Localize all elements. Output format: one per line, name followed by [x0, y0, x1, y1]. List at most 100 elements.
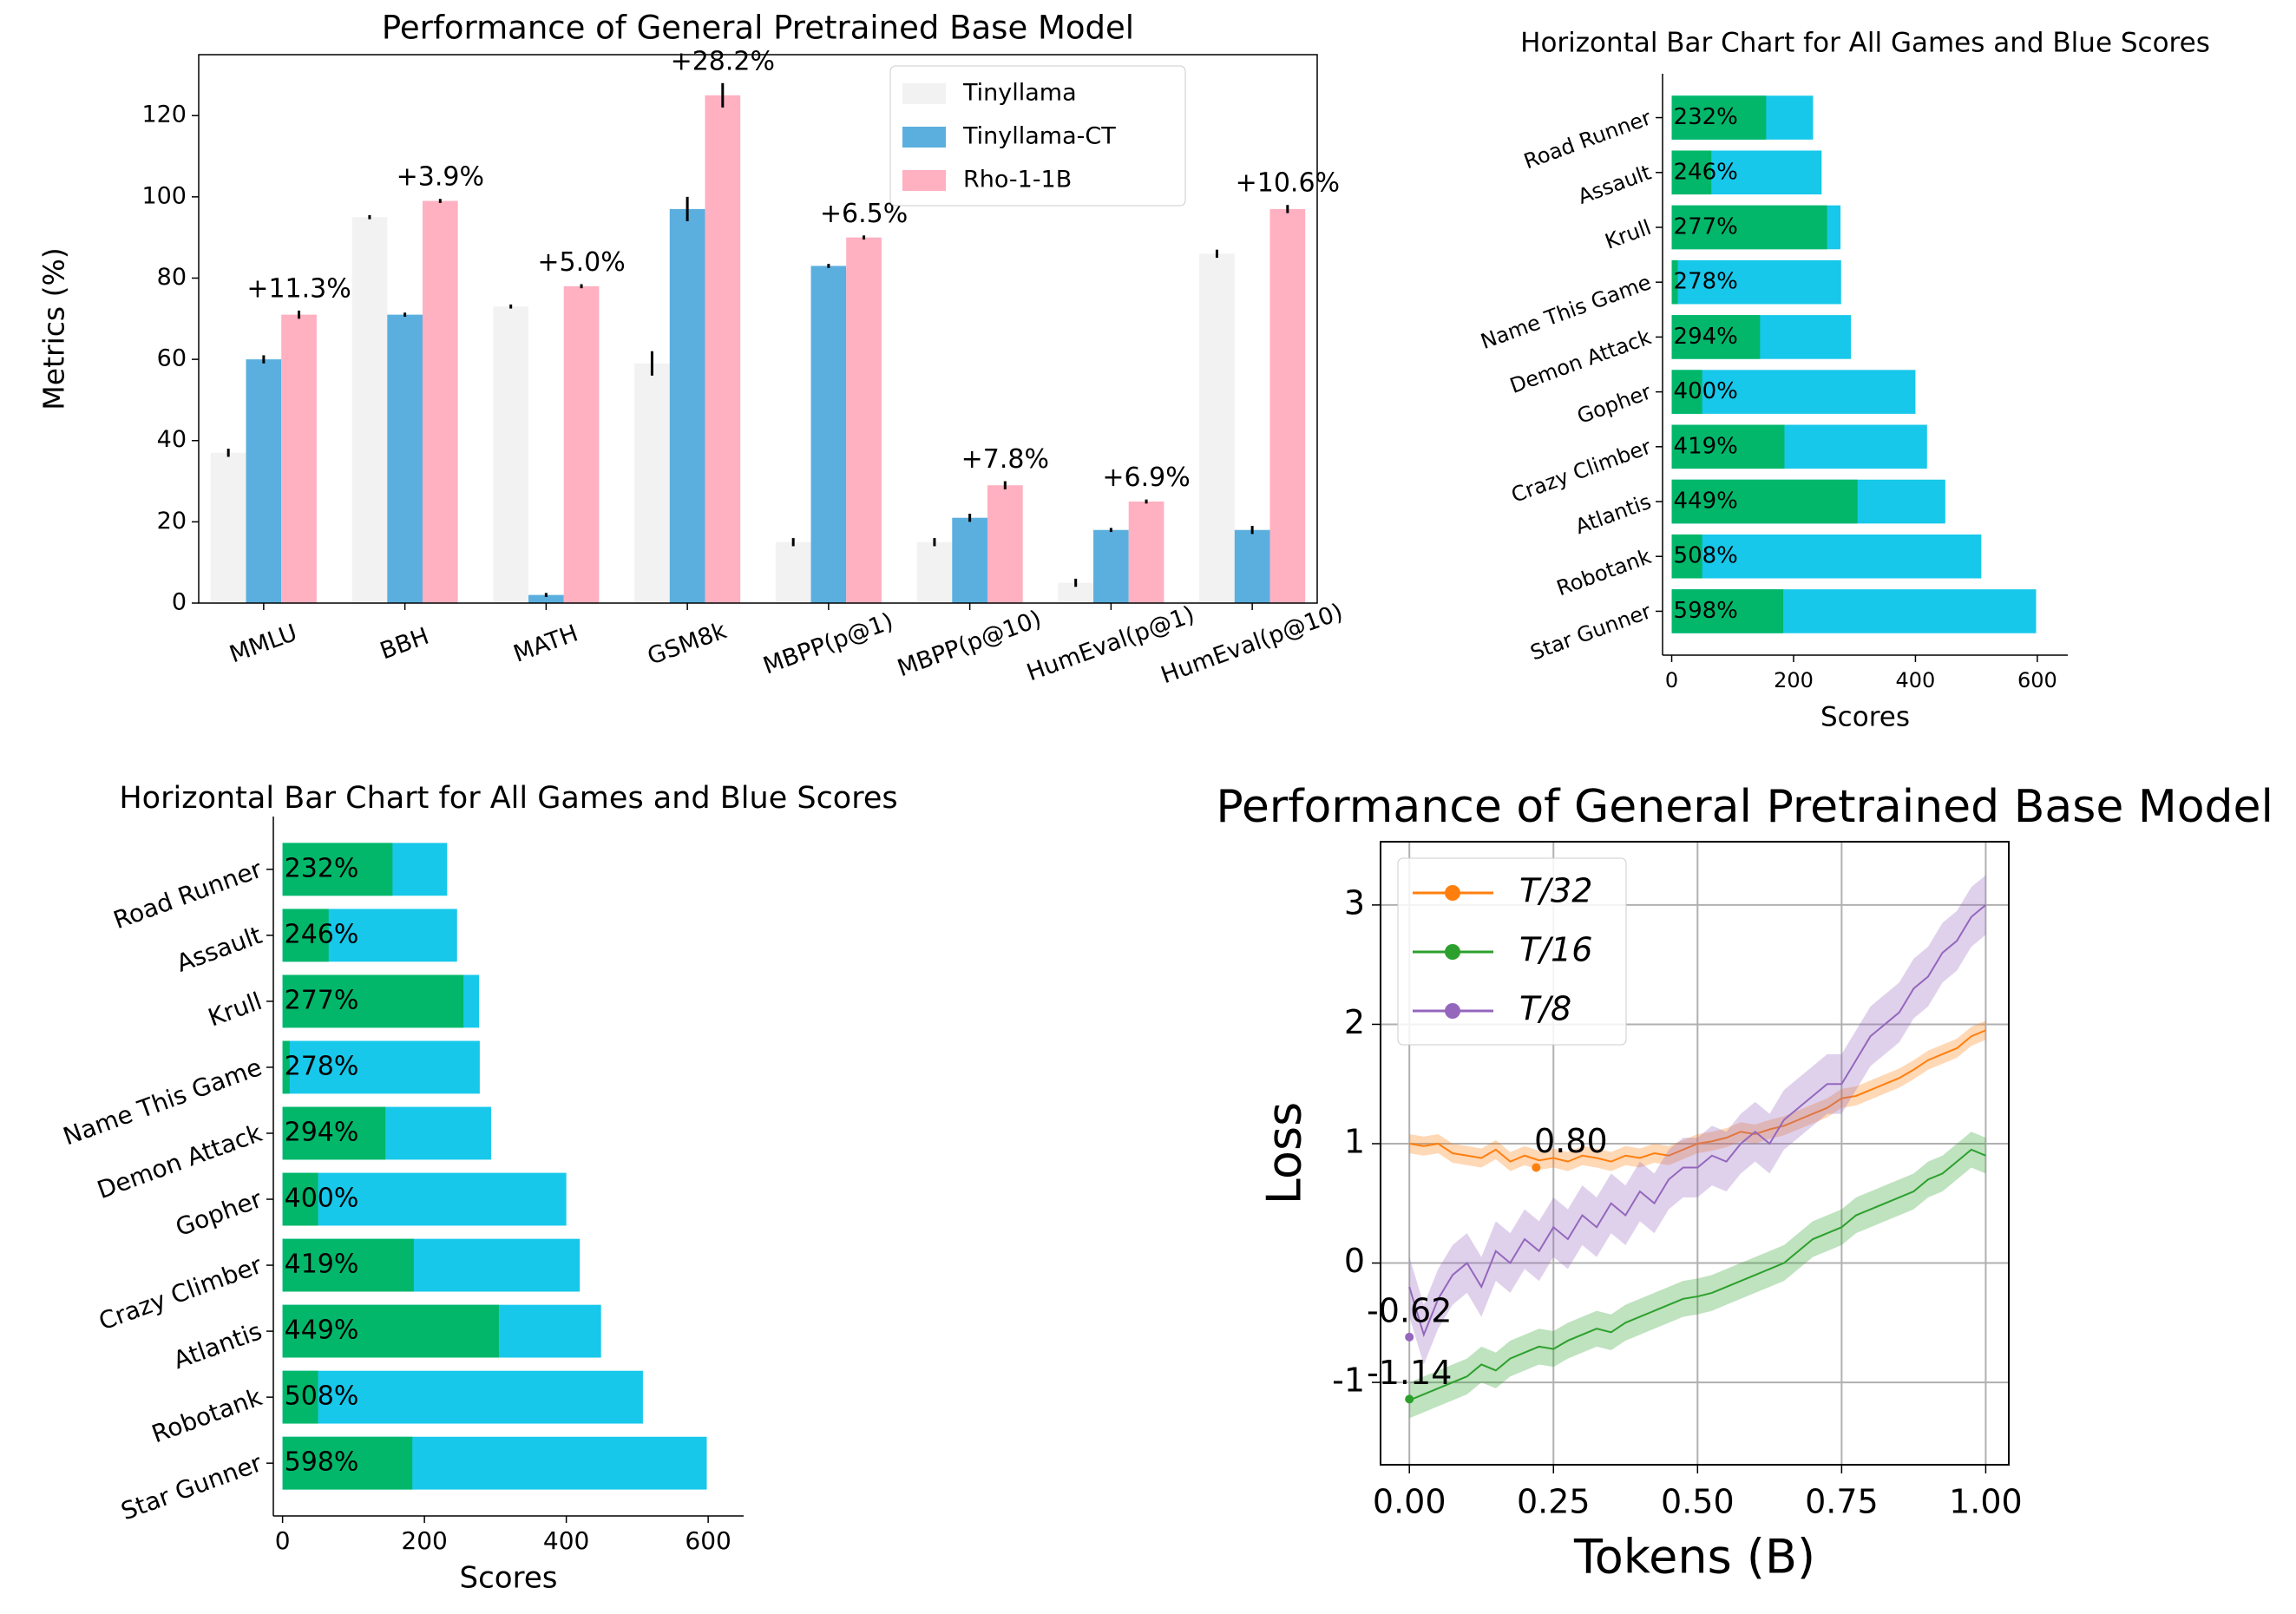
- axes-frame: [198, 54, 1318, 604]
- y-tick-label: Gopher: [1574, 379, 1655, 429]
- x-tick-label: MBPP(p@10): [894, 606, 1045, 683]
- bar: [282, 1040, 290, 1094]
- x-axis-label: Tokens (B): [1573, 1530, 1815, 1584]
- bar: [210, 452, 246, 603]
- line: [1408, 904, 1987, 1338]
- bar: [1671, 479, 1858, 524]
- x-axis-label: Scores: [460, 1561, 558, 1596]
- value-label: 277%: [1674, 213, 1738, 239]
- bar: [846, 237, 882, 603]
- value-label: 598%: [285, 1447, 359, 1478]
- bar: [1671, 95, 1767, 140]
- line: [1408, 1148, 1986, 1401]
- bar: [705, 95, 741, 603]
- bar: [1671, 424, 1785, 469]
- chart-title: Horizontal Bar Chart for All Games and B…: [119, 781, 897, 816]
- legend-marker: [1445, 944, 1460, 960]
- y-tick-label: 0: [1344, 1242, 1365, 1280]
- y-tick-label: 2: [1344, 1003, 1365, 1041]
- bar: [775, 541, 811, 603]
- bar: [282, 843, 393, 896]
- value-label: 400%: [285, 1184, 359, 1214]
- bar: [282, 1106, 386, 1160]
- y-tick-label: Gopher: [172, 1184, 266, 1242]
- y-axis-label: Loss: [1257, 1102, 1312, 1204]
- bar: [246, 359, 282, 603]
- bar: [282, 909, 329, 962]
- bar: [1671, 370, 1702, 414]
- value-label: 294%: [1674, 324, 1738, 350]
- x-tick-label: GSM8k: [644, 617, 730, 670]
- legend-swatch: [902, 170, 946, 191]
- bar: [387, 314, 423, 603]
- x-tick-label: 0.50: [1661, 1483, 1735, 1521]
- value-label: 508%: [1674, 543, 1738, 569]
- bar: [282, 1238, 414, 1292]
- x-tick-label: 400: [1896, 668, 1936, 692]
- value-label: 400%: [1674, 378, 1738, 404]
- bar: [282, 1172, 567, 1226]
- bar: [987, 485, 1023, 603]
- chart-panel: 0 20 40 60 80 100 120 +11.3% +3.9% +5.0% +28.2% +6.…: [37, 10, 1347, 690]
- bar: [1128, 501, 1164, 603]
- annotation: +3.9%: [397, 162, 484, 193]
- x-tick-label: MATH: [510, 620, 581, 667]
- annotation: +5.0%: [537, 247, 625, 278]
- legend-swatch: [902, 83, 946, 104]
- annotation: +10.6%: [1236, 168, 1340, 199]
- value-label: 449%: [1674, 489, 1738, 515]
- legend-label: Tinyllama: [962, 80, 1077, 107]
- bar: [634, 363, 670, 603]
- legend-label: T/32: [1519, 872, 1592, 910]
- y-tick-label: Road Runner: [109, 855, 266, 935]
- chart-panel: 232% 246% 277% 278% 294% 400% 419% 449% 508% 598%…: [59, 781, 897, 1596]
- x-tick-label: 600: [2017, 668, 2057, 692]
- y-tick-label: Krull: [204, 987, 266, 1033]
- x-tick-label: 0: [275, 1526, 291, 1555]
- y-tick-label: 120: [141, 102, 187, 128]
- bar: [1269, 208, 1306, 603]
- y-tick-label: Star Gunner: [117, 1448, 266, 1525]
- y-tick-label: 100: [141, 182, 187, 209]
- annotation: +7.8%: [961, 444, 1049, 475]
- legend-box: [889, 65, 1186, 207]
- annotation-point: [1405, 1394, 1414, 1404]
- value-label: 294%: [285, 1117, 359, 1147]
- x-tick-label: 0.75: [1805, 1483, 1879, 1521]
- legend-label: Rho-1-1B: [963, 167, 1072, 194]
- chart-panel: 0.00 0.25 0.50 0.75 1.00 -1 0 1 2 3 0.80 -0.62 -1.14…: [1216, 781, 2273, 1584]
- value-label: 232%: [1674, 104, 1738, 130]
- x-tick-label: 200: [1774, 668, 1814, 692]
- legend-box: [1397, 857, 1627, 1046]
- y-tick-label: Robotank: [1553, 544, 1654, 600]
- y-tick-label: Atlantis: [1572, 489, 1655, 539]
- x-tick-label: 200: [401, 1526, 447, 1555]
- bar: [1671, 259, 1841, 305]
- y-tick-label: 80: [157, 264, 187, 291]
- annotation: +6.9%: [1102, 463, 1190, 493]
- x-tick-label: 1.00: [1949, 1483, 2023, 1521]
- bar: [1671, 150, 1712, 195]
- bar: [282, 1304, 499, 1358]
- y-tick-label: 3: [1344, 883, 1365, 922]
- value-label: 449%: [285, 1315, 359, 1346]
- bar: [916, 541, 953, 603]
- bar: [528, 594, 564, 603]
- x-tick-label: MBPP(p@1): [760, 608, 897, 680]
- value-label: 419%: [1674, 433, 1738, 459]
- annotation-point: [1532, 1163, 1541, 1172]
- bar: [282, 1172, 318, 1226]
- bar: [952, 517, 987, 603]
- x-tick-label: MMLU: [226, 620, 301, 669]
- annotation: -1.14: [1367, 1354, 1452, 1392]
- x-tick-label: 400: [543, 1526, 589, 1555]
- value-label: 598%: [1674, 598, 1738, 624]
- chart-title: Performance of General Pretrained Base M…: [382, 10, 1134, 47]
- chart-title: Horizontal Bar Chart for All Games and B…: [1520, 28, 2210, 59]
- bar: [422, 200, 458, 604]
- axes-frame: [1380, 841, 2010, 1466]
- bar: [493, 306, 529, 603]
- confidence-band: [1409, 875, 1986, 1365]
- value-label: 246%: [285, 919, 359, 949]
